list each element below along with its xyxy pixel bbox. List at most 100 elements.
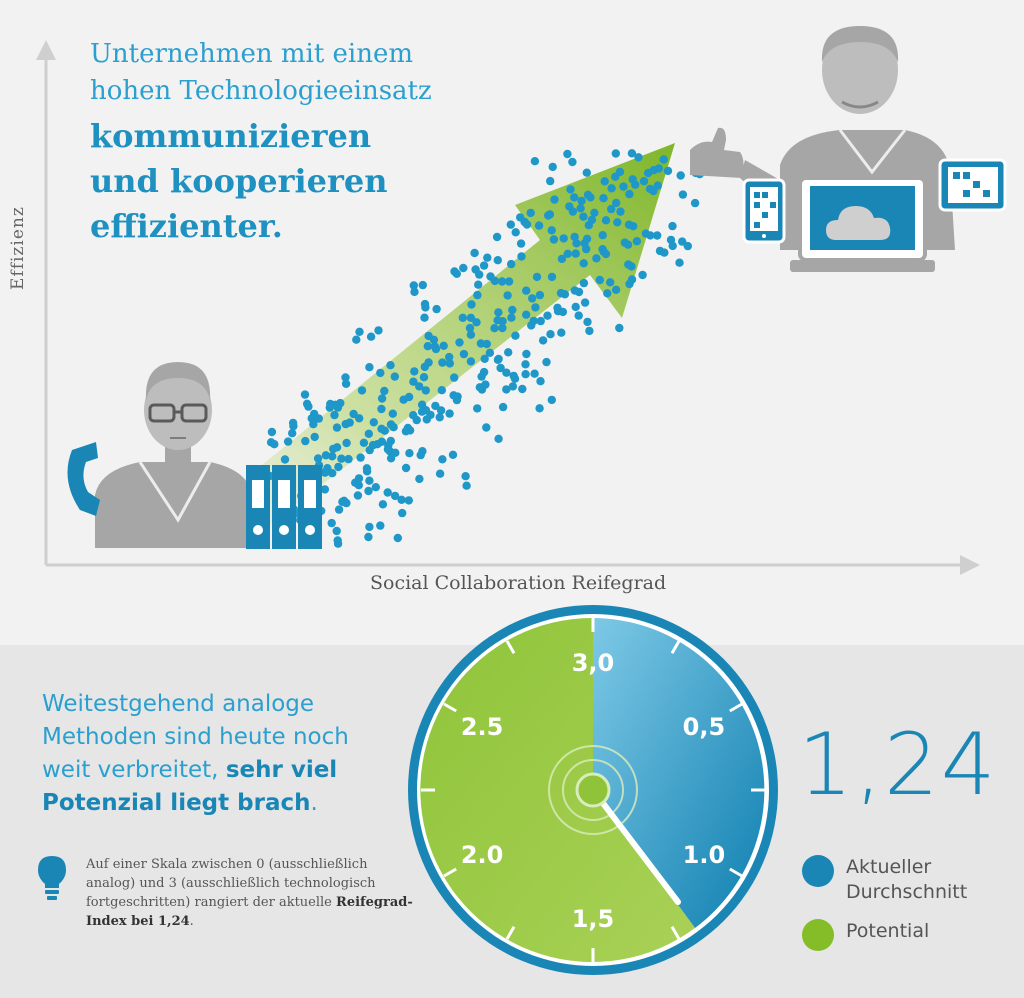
scatter-dot bbox=[458, 313, 467, 322]
scatter-dot bbox=[415, 382, 424, 391]
scatter-dot bbox=[543, 311, 552, 320]
scatter-dot bbox=[365, 476, 374, 485]
scatter-dot bbox=[404, 392, 414, 402]
scatter-dot bbox=[332, 526, 341, 536]
legend-item-potential: Potential bbox=[802, 919, 1006, 951]
scatter-dot bbox=[516, 239, 526, 248]
footnote-text: Auf einer Skala zwischen 0 (ausschließli… bbox=[86, 857, 376, 910]
scatter-dot bbox=[466, 357, 476, 366]
scatter-dot bbox=[461, 472, 470, 481]
scatter-dot bbox=[404, 496, 413, 505]
scatter-dot bbox=[424, 358, 433, 367]
legend-label-current: Aktueller Durchschnitt bbox=[846, 856, 968, 903]
gauge-label: 0,5 bbox=[683, 713, 726, 741]
scatter-dot bbox=[577, 196, 586, 206]
scatter-dot bbox=[556, 288, 566, 298]
scatter-dot bbox=[477, 372, 486, 381]
scatter-dot bbox=[338, 497, 347, 506]
scatter-dot bbox=[659, 155, 668, 164]
scatter-dot bbox=[405, 449, 414, 458]
scatter-dot bbox=[432, 304, 441, 314]
scatter-dot bbox=[570, 193, 579, 202]
gauge-hub bbox=[575, 772, 611, 808]
scatter-dot bbox=[504, 277, 514, 286]
scatter-dot bbox=[548, 162, 557, 172]
scatter-dot bbox=[606, 278, 615, 287]
headline-line-2: hohen Technologieeinsatz bbox=[90, 76, 432, 106]
scatter-dot bbox=[582, 168, 591, 177]
scatter-dot bbox=[467, 300, 476, 309]
scatter-dot bbox=[445, 352, 454, 362]
scatter-dot bbox=[383, 445, 393, 454]
scatter-dot bbox=[627, 149, 637, 158]
scatter-dot bbox=[270, 440, 279, 449]
scatter-dot bbox=[546, 330, 555, 339]
scatter-dot bbox=[557, 328, 566, 337]
scatter-dot bbox=[409, 377, 418, 386]
scatter-dot bbox=[417, 400, 427, 409]
scatter-dot bbox=[526, 208, 535, 218]
scatter-dot bbox=[349, 409, 358, 419]
scatter-dot bbox=[320, 485, 330, 494]
gauge-tick bbox=[505, 926, 516, 940]
scatter-dot bbox=[341, 373, 350, 382]
lightbulb-icon bbox=[38, 856, 66, 900]
scatter-dot bbox=[611, 172, 620, 181]
scatter-dot bbox=[547, 226, 556, 235]
footnote-end: . bbox=[189, 914, 194, 929]
scatter-dot bbox=[494, 354, 503, 364]
gauge-label: 1,5 bbox=[572, 905, 615, 933]
scatter-dot bbox=[383, 488, 392, 497]
scatter-dot bbox=[553, 303, 562, 312]
scatter-dot bbox=[388, 409, 397, 418]
scatter-dot bbox=[625, 189, 634, 199]
scatter-dot bbox=[572, 239, 581, 248]
gauge-tick bbox=[505, 640, 516, 654]
scatter-dot bbox=[547, 395, 556, 405]
scatter-dot bbox=[307, 414, 316, 423]
scatter-dot bbox=[494, 308, 503, 317]
person-with-phone-icon bbox=[67, 362, 252, 548]
scatter-dot bbox=[497, 277, 507, 286]
legend: Aktueller Durchschnitt Potential bbox=[802, 855, 1006, 965]
scatter-dot bbox=[547, 272, 557, 282]
scatter-dot bbox=[369, 418, 378, 427]
scatter-dot bbox=[601, 216, 611, 225]
y-axis-label: Effizienz bbox=[8, 206, 28, 290]
scatter-dot bbox=[371, 483, 380, 492]
scatter-dot bbox=[493, 316, 502, 325]
scatter-dot bbox=[377, 394, 387, 403]
scatter-dot bbox=[337, 454, 346, 463]
scatter-dot bbox=[511, 331, 520, 340]
scatter-dot bbox=[623, 240, 633, 249]
scatter-dot bbox=[653, 181, 662, 190]
scatter-dot bbox=[356, 453, 365, 462]
gauge-potential-sector bbox=[420, 617, 695, 962]
scatter-dot bbox=[550, 195, 559, 204]
scatter-dot bbox=[364, 486, 373, 496]
gauge-tick bbox=[729, 702, 743, 713]
scatter-dot bbox=[557, 254, 567, 264]
scatter-dot bbox=[334, 505, 344, 514]
scatter-dot bbox=[421, 386, 430, 395]
scatter-dot bbox=[522, 286, 531, 295]
gauge: 3,0 0,5 1.0 1,5 2.0 2.5 bbox=[408, 605, 778, 975]
scatter-dot bbox=[421, 303, 430, 312]
scatter-dot bbox=[517, 252, 526, 261]
scatter-dot bbox=[374, 326, 383, 335]
scatter-dot bbox=[354, 481, 363, 490]
scatter-dot bbox=[401, 463, 411, 473]
scatter-dot bbox=[365, 522, 374, 532]
scatter-dot bbox=[668, 221, 677, 231]
scatter-dot bbox=[416, 450, 425, 460]
scatter-dot bbox=[580, 239, 589, 248]
scatter-dot bbox=[616, 207, 625, 216]
scatter-dot bbox=[390, 372, 399, 381]
scatter-dot bbox=[332, 423, 342, 432]
scatter-dot bbox=[534, 221, 544, 230]
scatter-dot bbox=[344, 454, 353, 464]
scatter-dot bbox=[366, 332, 376, 341]
scatter-dot bbox=[321, 451, 331, 460]
scatter-dot bbox=[508, 305, 517, 315]
scatter-dot bbox=[592, 254, 601, 263]
